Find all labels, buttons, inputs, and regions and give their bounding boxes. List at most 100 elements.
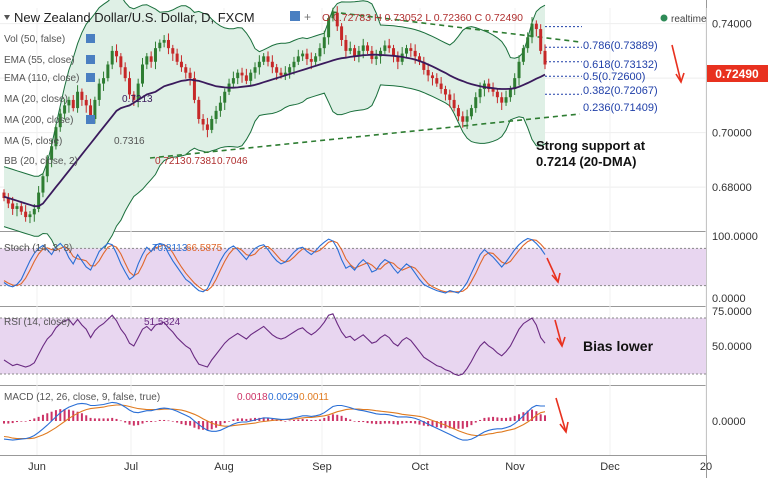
legend-ema55-settings-icon[interactable] [86,55,95,64]
add-icon[interactable]: + [304,10,311,24]
candle-body [530,23,534,38]
candle-body [80,91,84,100]
down-arrow-icon [671,44,685,84]
collapse-icon-shape [4,15,10,20]
legend-vol-settings-icon[interactable] [86,34,95,43]
macd-histogram-bar [158,419,161,421]
macd-histogram-bar [54,410,57,421]
legend-ma20-label: MA (20, close) [4,94,68,105]
macd-histogram-bar [50,411,53,421]
macd-histogram-bar [20,421,23,422]
legend-ma200[interactable]: MA (200, close) [4,115,95,126]
macd-histogram-bar [518,414,521,421]
candle-body [145,56,149,65]
candle-body [314,56,318,62]
macd-signal-line [3,404,546,440]
legend-vol-label: Vol (50, false) [4,34,65,45]
stoch-d-value: 66.5875 [186,243,223,254]
candle-body [413,50,417,57]
candle-body [543,50,547,65]
macd-histogram-bar [500,417,503,421]
bollinger-band-fill [4,0,545,277]
macd-legend[interactable]: MACD (12, 26, close, 9, false, true) 0.0… [4,392,329,403]
candle-body [28,214,32,218]
candle-body [474,97,478,109]
macd-histogram-bar [396,421,399,425]
fib-label-382: 0.382(0.72067) [583,85,658,97]
time-tick-label: Nov [505,461,525,473]
settings-icon[interactable] [290,11,300,21]
time-tick-label: Sep [312,461,332,473]
candle-body [166,39,170,49]
macd-histogram-bar [154,421,157,422]
legend-ma20[interactable]: MA (20, close) 0.7213 [4,94,153,105]
down-arrow-head [559,421,569,434]
legend-ma5[interactable]: MA (5, close) 0.7316 [4,136,145,147]
collapse-icon[interactable] [4,15,10,20]
macd-histogram-bar [167,420,170,422]
macd-histogram-bar [479,419,482,421]
macd-histogram-bar [318,419,321,421]
candle-body [491,89,495,92]
candle-body [539,29,543,51]
candle-body [32,208,36,215]
legend-ema110-settings-icon[interactable] [86,73,95,82]
macd-line-value: 0.0029 [268,392,299,403]
rsi-tick-label: 50.0000 [712,341,752,353]
macd-histogram-bar [28,419,31,421]
candle-body [201,119,205,125]
candle-body [184,67,188,73]
stochastic-pane [0,237,706,294]
macd-histogram-bar [401,421,404,424]
macd-line [3,401,545,441]
last-price-badge-bg [707,65,768,82]
candle-body [275,67,279,73]
candle-body [526,37,530,49]
macd-histogram-bar [184,421,187,426]
legend-ema110[interactable]: EMA (110, close) [4,73,95,84]
macd-histogram-bar [379,421,382,425]
candle-body [405,48,409,54]
macd-histogram-bar [453,421,456,429]
candle-body [188,72,192,79]
candle-body [136,83,140,100]
legend-bb[interactable]: BB (20, close, 2) 0.7213 0.7381 0.7046 [4,156,248,167]
trendlines [149,11,581,159]
bollinger-upper-line [3,0,546,177]
macd-histogram-bar [357,421,360,423]
stoch-legend[interactable]: Stoch (14, 3, 3) 70.8113 66.5875 [4,243,223,254]
candle-body [2,192,6,199]
down-arrow-shaft [555,397,567,433]
legend-vol[interactable]: Vol (50, false) [4,34,95,45]
macd-histogram-bar [262,417,265,421]
fib-label-500: 0.5(0.72600) [583,71,645,83]
candle-body [132,94,136,100]
candle-body [257,61,261,68]
candle-body [392,48,396,57]
macd-histogram-bar [526,410,529,421]
last-price-badge: 0.72490 [707,65,768,82]
macd-histogram-bar [163,419,166,421]
macd-histogram-bar [150,421,153,423]
macd-histogram-bar [132,421,135,426]
macd-histogram-bar [327,415,330,421]
rsi-line [3,313,546,376]
macd-histogram-bar [180,421,183,425]
candle-body [197,99,201,119]
legend-ema55[interactable]: EMA (55, close) [4,55,95,66]
legend-ma200-settings-icon[interactable] [86,115,95,124]
macd-histogram-bar [340,415,343,421]
candle-body [344,39,348,51]
macd-histogram-bar [431,421,434,427]
legend-ma20-value: 0.7213 [122,94,153,105]
macd-histogram-bar [76,411,79,421]
macd-histogram-bar [15,421,18,423]
macd-histogram-bar [193,421,196,428]
macd-histogram-bar [388,421,391,424]
candle-body [262,56,266,62]
macd-histogram-bar [241,418,244,421]
rsi-legend[interactable]: RSI (14, close) 51.5324 [4,317,181,328]
time-tick-label: Jun [28,461,46,473]
candle-body [534,23,538,30]
